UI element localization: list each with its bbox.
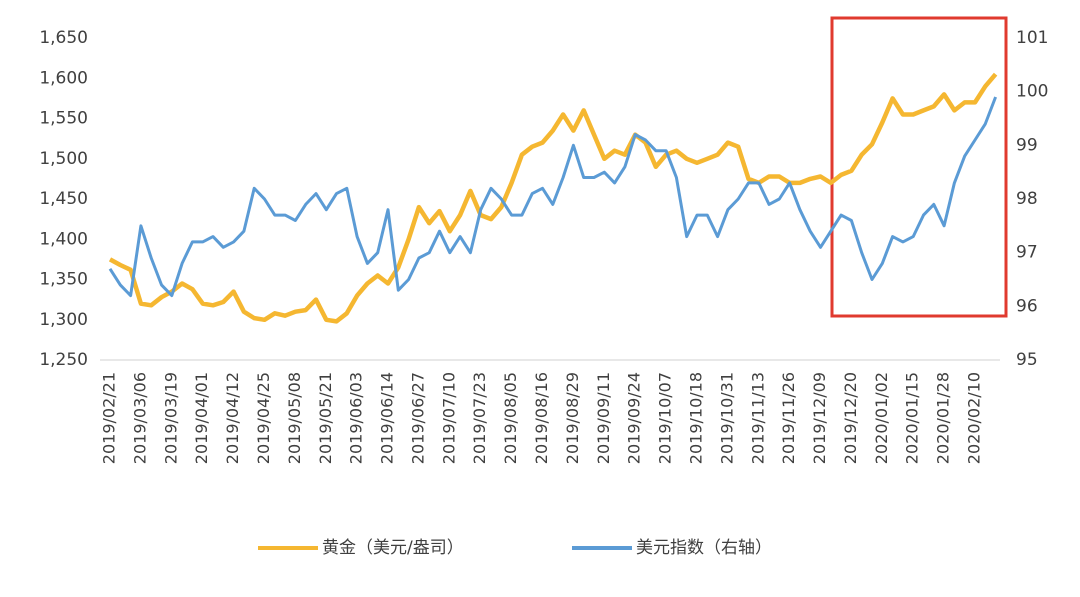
- x-tick-label: 2019/09/24: [625, 372, 644, 464]
- x-tick-label: 2019/10/31: [717, 372, 736, 464]
- y2-tick-label: 98: [1016, 189, 1038, 209]
- x-tick-label: 2019/05/21: [316, 372, 335, 464]
- x-tick-label: 2019/10/07: [656, 372, 675, 464]
- x-tick-label: 2019/04/25: [254, 372, 273, 464]
- x-tick-label: 2019/06/14: [378, 372, 397, 464]
- y2-tick-label: 101: [1016, 28, 1048, 48]
- highlight-box: [830, 16, 1008, 318]
- x-tick-label: 2020/01/02: [872, 372, 891, 464]
- x-tick-label: 2019/10/18: [686, 372, 705, 464]
- legend-label: 美元指数（右轴）: [636, 538, 772, 558]
- x-tick-label: 2019/11/26: [779, 372, 798, 464]
- y-tick-label: 1,450: [39, 189, 88, 209]
- y2-tick-label: 96: [1016, 296, 1038, 316]
- x-tick-label: 2019/08/05: [501, 372, 520, 464]
- x-tick-label: 2019/08/16: [532, 372, 551, 464]
- y2-tick-label: 99: [1016, 135, 1038, 155]
- y-tick-label: 1,650: [39, 28, 88, 48]
- x-tick-label: 2019/05/08: [285, 372, 304, 464]
- y-tick-label: 1,400: [39, 229, 88, 249]
- legend-label: 黄金（美元/盎司）: [322, 538, 464, 558]
- x-tick-label: 2019/06/27: [408, 372, 427, 464]
- x-tick-label: 2019/11/13: [748, 372, 767, 464]
- x-tick-label: 2019/09/11: [594, 372, 613, 464]
- y-tick-label: 1,600: [39, 68, 88, 88]
- x-tick-label: 2019/07/10: [439, 372, 458, 464]
- x-tick-label: 2019/08/29: [563, 372, 582, 464]
- x-tick-label: 2020/01/15: [903, 372, 922, 464]
- series-line: [108, 96, 998, 298]
- x-tick-label: 2019/04/01: [192, 372, 211, 464]
- y2-tick-label: 95: [1016, 350, 1038, 370]
- x-tick-label: 2019/03/06: [130, 372, 149, 464]
- x-tick-label: 2019/04/12: [223, 372, 242, 464]
- y-tick-label: 1,250: [39, 350, 88, 370]
- x-tick-label: 2019/03/19: [161, 372, 180, 464]
- x-tick-label: 2019/06/03: [347, 372, 366, 464]
- y2-tick-label: 97: [1016, 243, 1038, 263]
- y-tick-label: 1,350: [39, 270, 88, 290]
- y-tick-label: 1,500: [39, 149, 88, 169]
- y2-tick-label: 100: [1016, 82, 1048, 102]
- x-tick-label: 2019/12/20: [841, 372, 860, 464]
- series-line: [108, 72, 998, 324]
- x-tick-label: 2019/12/09: [810, 372, 829, 464]
- x-tick-label: 2020/02/10: [965, 372, 984, 464]
- x-tick-label: 2019/07/23: [470, 372, 489, 464]
- x-tick-label: 2019/02/21: [100, 372, 119, 464]
- y-tick-label: 1,550: [39, 109, 88, 129]
- y-tick-label: 1,300: [39, 310, 88, 330]
- x-tick-label: 2020/01/28: [934, 372, 953, 464]
